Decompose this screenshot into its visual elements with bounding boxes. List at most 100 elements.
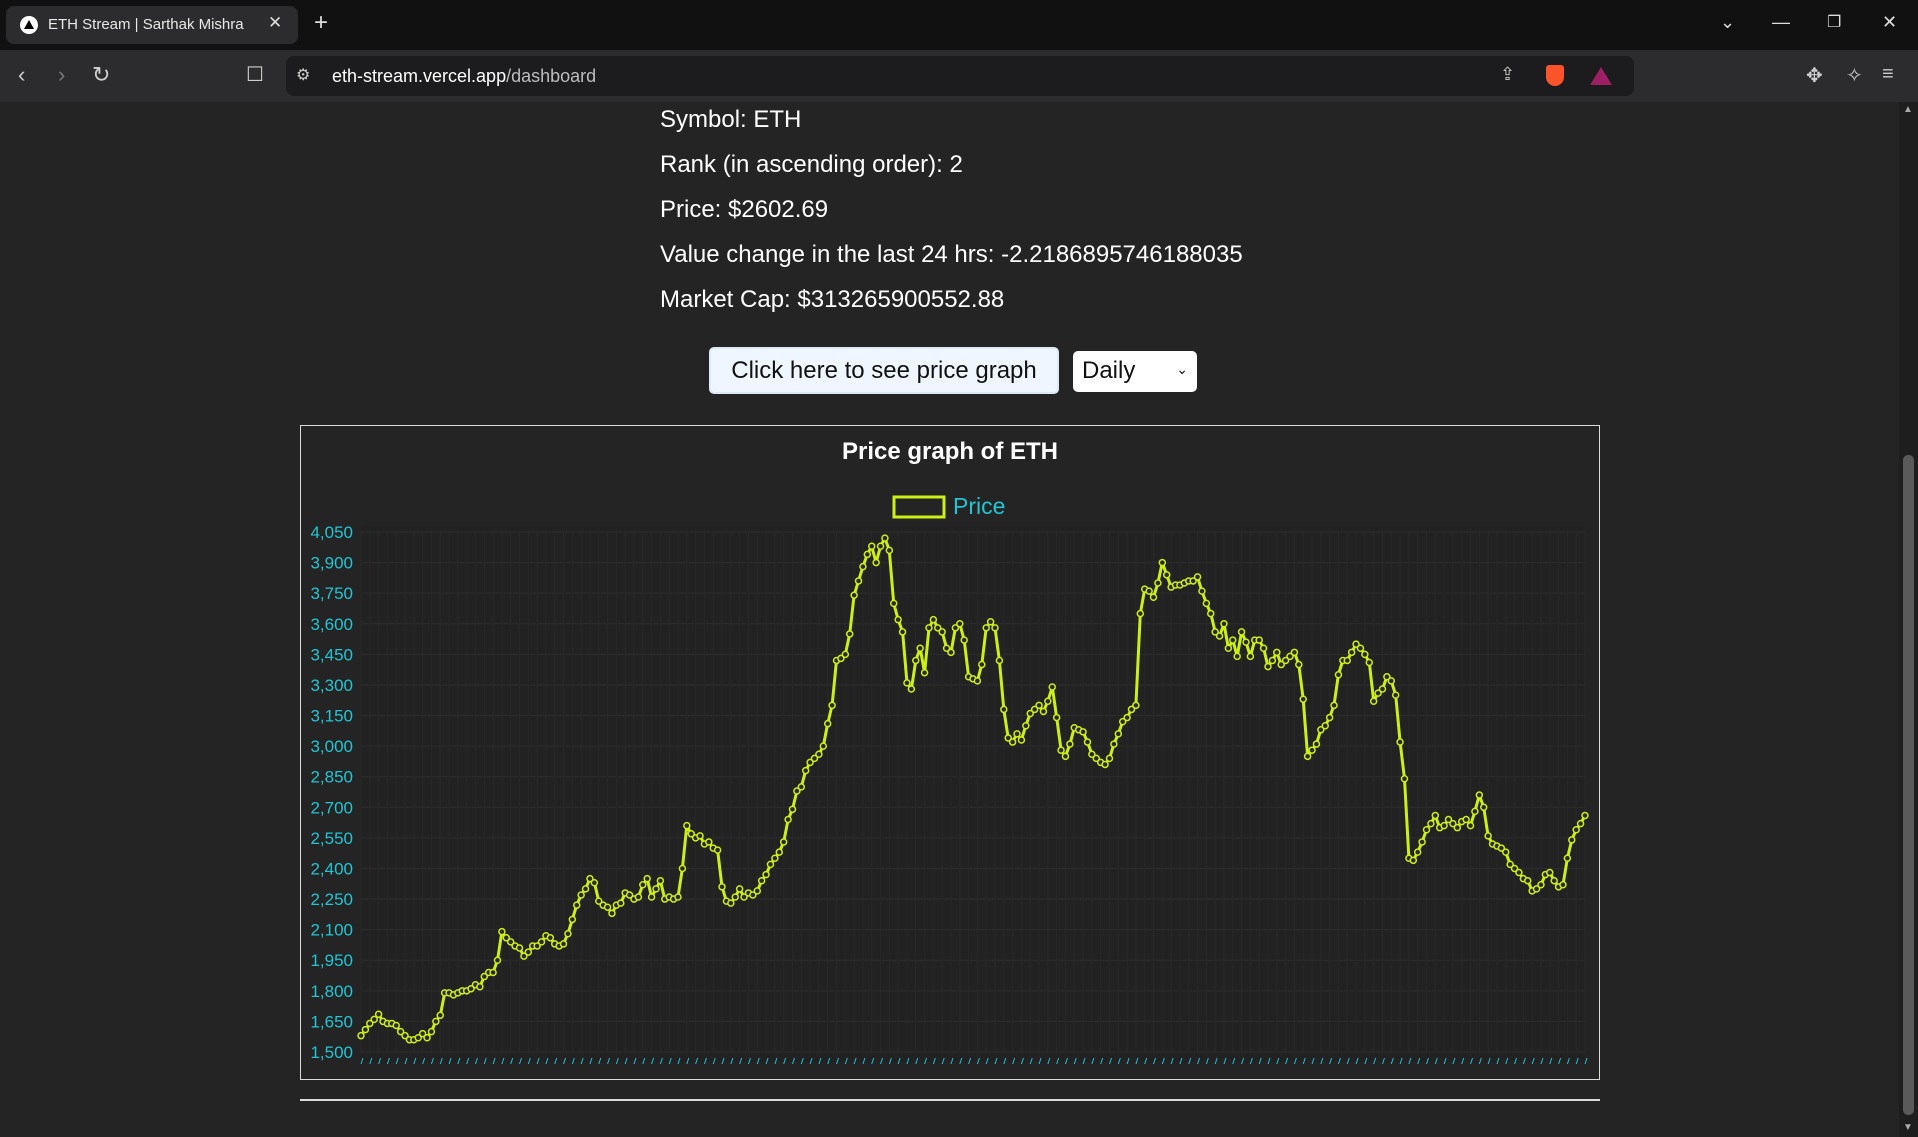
bookmark-icon[interactable]: ☐ [246, 64, 264, 86]
price-point [894, 615, 902, 624]
x-tick-mark [1566, 1057, 1570, 1065]
x-tick-mark [994, 1057, 998, 1065]
x-tick-mark [721, 1057, 725, 1065]
x-tick-mark [1170, 1057, 1174, 1065]
price-point [819, 742, 828, 750]
y-tick-label: 1,800 [310, 982, 353, 1001]
x-tick-mark [747, 1057, 751, 1065]
x-tick-mark [712, 1057, 716, 1065]
price-point [489, 968, 497, 977]
x-tick-mark [959, 1057, 963, 1065]
price-point [1083, 738, 1092, 746]
price-point [1079, 728, 1087, 736]
price-point [1233, 652, 1241, 661]
scrollbar-thumb[interactable] [1903, 455, 1914, 1115]
see-price-graph-button[interactable]: Click here to see price graph [709, 347, 1059, 394]
forward-arrow-icon[interactable]: › [58, 62, 66, 87]
x-tick-mark [483, 1057, 487, 1065]
price-point [617, 899, 625, 907]
tab-search-chevron-icon[interactable]: ⌄ [1720, 12, 1736, 32]
price-point [837, 654, 845, 663]
x-tick-mark [1293, 1057, 1297, 1065]
price-point [766, 860, 775, 869]
price-point [396, 1027, 405, 1036]
x-tick-mark [1337, 1057, 1341, 1065]
price-point [674, 893, 682, 901]
x-tick-mark [651, 1057, 655, 1065]
price-point [947, 648, 955, 657]
x-tick-mark [1584, 1057, 1588, 1065]
page-scrollbar[interactable]: ▲ ▼ [1899, 102, 1918, 1137]
x-tick-mark [369, 1057, 373, 1065]
tab-close-icon[interactable]: ✕ [268, 13, 283, 32]
price-point [898, 628, 907, 636]
x-tick-mark [404, 1057, 408, 1065]
price-point [1211, 628, 1219, 636]
price-point [1312, 740, 1321, 748]
price-point [533, 942, 541, 950]
restore-icon[interactable]: ❐ [1827, 14, 1842, 31]
price-point [1026, 709, 1034, 718]
scroll-up-arrow-icon[interactable]: ▲ [1903, 104, 1913, 115]
price-point [797, 783, 806, 791]
price-point [1396, 738, 1404, 746]
x-tick-mark [1408, 1057, 1412, 1065]
price-point [1259, 644, 1268, 652]
share-icon[interactable]: ⇪ [1500, 64, 1516, 84]
price-point [1273, 648, 1281, 657]
price-point [973, 677, 982, 685]
price-point [656, 876, 665, 885]
y-tick-label: 3,750 [310, 584, 353, 603]
price-point [1101, 760, 1109, 769]
price-point [1198, 587, 1206, 595]
x-tick-mark [1179, 1057, 1183, 1065]
brave-rewards-icon[interactable] [1590, 67, 1612, 85]
price-point [1466, 821, 1475, 830]
extensions-puzzle-icon[interactable]: ✥ [1806, 65, 1823, 87]
brave-shields-icon[interactable] [1546, 65, 1564, 86]
x-tick-mark [862, 1057, 866, 1065]
scroll-down-arrow-icon[interactable]: ▼ [1903, 1122, 1913, 1133]
x-tick-mark [1144, 1057, 1148, 1065]
address-bar[interactable]: ⚙ eth-stream.vercel.app/dashboard ⇪ [286, 56, 1634, 96]
menu-hamburger-icon[interactable]: ≡ [1882, 63, 1894, 85]
price-point [793, 787, 801, 795]
x-tick-mark [1531, 1057, 1535, 1065]
x-tick-mark [827, 1057, 831, 1065]
price-point [1118, 717, 1127, 726]
x-tick-mark [1575, 1057, 1579, 1065]
x-tick-mark [880, 1057, 884, 1065]
minimize-icon[interactable]: — [1772, 12, 1790, 32]
price-point [1581, 811, 1589, 820]
price-point [1022, 721, 1030, 730]
browser-tab[interactable]: ETH Stream | Sarthak Mishra ✕ [6, 6, 298, 44]
price-point [1422, 825, 1431, 834]
x-tick-mark [395, 1057, 399, 1065]
price-point [1295, 660, 1303, 669]
x-tick-mark [1381, 1057, 1385, 1065]
back-arrow-icon[interactable]: ‹ [18, 62, 26, 87]
price-point [683, 821, 691, 830]
interval-select[interactable]: Daily ⌄ [1073, 351, 1197, 392]
price-point [1413, 848, 1422, 856]
new-tab-plus-icon[interactable]: + [314, 9, 329, 36]
window-close-icon[interactable]: ✕ [1882, 12, 1898, 32]
price-point [775, 848, 784, 856]
x-tick-mark [1478, 1057, 1482, 1065]
price-point [718, 883, 726, 891]
site-settings-icon[interactable]: ⚙ [296, 67, 311, 84]
x-tick-mark [985, 1057, 989, 1065]
y-tick-label: 2,250 [310, 890, 353, 909]
x-tick-mark [519, 1057, 522, 1065]
y-tick-label: 2,100 [310, 921, 353, 940]
rank-text: Rank (in ascending order): 2 [660, 151, 963, 178]
leo-ai-icon[interactable]: ✧ [1846, 65, 1863, 87]
price-point [1132, 701, 1140, 710]
reload-icon[interactable]: ↻ [92, 62, 111, 87]
price-point [1158, 558, 1167, 567]
price-chart-container: Price graph of ETH Price 4,050 3,900 3,750 3,… [300, 425, 1600, 1080]
price-point [1048, 683, 1057, 691]
price-point [652, 885, 660, 893]
x-tick-mark [1399, 1057, 1403, 1065]
x-tick-mark [844, 1057, 848, 1065]
